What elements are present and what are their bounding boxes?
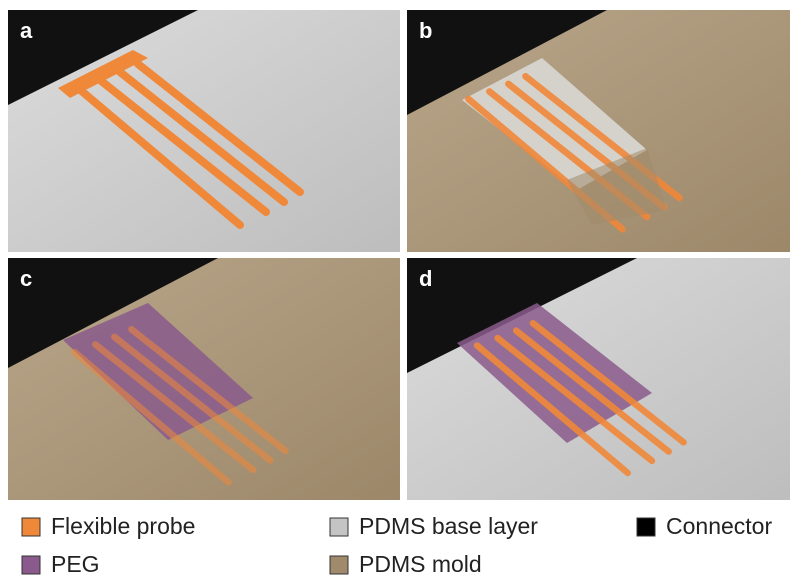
legend-swatch xyxy=(637,518,655,536)
panel-a xyxy=(8,10,400,252)
legend-swatch xyxy=(330,556,348,574)
panel-label: d xyxy=(419,266,432,291)
legend-label: Connector xyxy=(666,513,772,539)
panel-b xyxy=(407,10,790,252)
panel-d xyxy=(407,258,790,500)
legend-swatch xyxy=(330,518,348,536)
legend-label: PEG xyxy=(51,551,100,577)
panel-c xyxy=(8,258,400,500)
panel-label: b xyxy=(419,18,432,43)
legend-swatch xyxy=(22,518,40,536)
panel-label: c xyxy=(20,266,32,291)
legend-label: PDMS base layer xyxy=(359,513,538,539)
legend-swatch xyxy=(22,556,40,574)
panel-label: a xyxy=(20,18,33,43)
figure: a b c d Flexible probe PDMS base layer Connec… xyxy=(0,0,790,578)
legend-label: Flexible probe xyxy=(51,513,195,539)
legend-label: PDMS mold xyxy=(359,551,482,577)
